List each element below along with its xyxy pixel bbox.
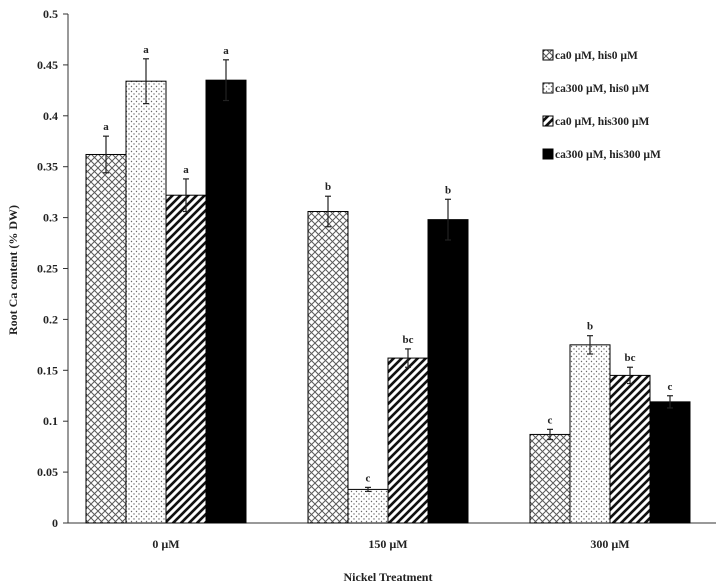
significance-label: a <box>143 44 149 56</box>
legend-label: ca0 µM, his0 µM <box>555 50 638 62</box>
y-tick-label: 0 <box>52 516 58 530</box>
significance-label: b <box>325 181 331 193</box>
legend-item: ca0 µM, his300 µM <box>542 115 650 128</box>
x-ticks: 0 µM 150 µM 300 µM <box>152 537 629 551</box>
bar <box>569 344 611 524</box>
significance-label: a <box>103 121 109 133</box>
error-bar <box>587 335 593 355</box>
significance-label: a <box>223 45 229 57</box>
y-tick-label: 0.35 <box>37 160 58 174</box>
y-axis-title: Root Ca content (% DW) <box>6 205 20 335</box>
error-bar <box>445 198 451 241</box>
significance-label: c <box>548 414 553 426</box>
error-bars <box>103 58 673 493</box>
bar <box>205 79 247 524</box>
legend-swatch <box>542 148 554 160</box>
legend-label: ca300 µM, his0 µM <box>555 83 650 95</box>
error-bar <box>365 486 371 493</box>
y-tick-label: 0.45 <box>37 58 58 72</box>
y-tick-label: 0.15 <box>37 363 58 377</box>
y-tick-label: 0.4 <box>43 109 58 123</box>
legend-swatch <box>542 49 554 61</box>
significance-label: b <box>445 184 451 196</box>
significance-label: c <box>366 472 371 484</box>
x-tick-label: 0 µM <box>152 537 179 551</box>
bar <box>125 80 167 524</box>
bar <box>347 488 389 524</box>
bar <box>165 194 207 524</box>
error-bar <box>405 348 411 368</box>
legend-item: ca300 µM, his300 µM <box>542 148 661 161</box>
bar <box>85 153 127 524</box>
error-bar <box>223 59 229 102</box>
y-tick-label: 0.2 <box>43 312 58 326</box>
y-ticks: 0 0.05 0.1 0.15 0.2 0.25 0.3 0.35 0.4 0.45 0.5 <box>37 7 68 530</box>
error-bar <box>183 178 189 213</box>
legend-item: ca0 µM, his0 µM <box>542 49 638 62</box>
legend-swatch <box>542 82 554 94</box>
error-bar <box>547 428 553 441</box>
y-tick-label: 0.05 <box>37 465 58 479</box>
legend-label: ca300 µM, his300 µM <box>555 149 661 161</box>
legend-item: ca300 µM, his0 µM <box>542 82 650 95</box>
y-tick-label: 0.25 <box>37 262 58 276</box>
bar <box>427 219 469 524</box>
error-bar <box>143 58 149 105</box>
x-tick-label: 300 µM <box>590 537 629 551</box>
error-bar <box>325 195 331 228</box>
error-bar <box>627 366 633 385</box>
y-tick-label: 0.5 <box>43 7 58 21</box>
legend-swatch <box>542 115 554 127</box>
bar <box>649 401 691 524</box>
significance-label: bc <box>403 334 414 346</box>
x-axis-title: Nickel Treatment <box>344 570 433 584</box>
bars <box>85 79 691 524</box>
significance-label: c <box>668 381 673 393</box>
significance-label: bc <box>625 352 636 364</box>
significance-label: a <box>183 164 189 176</box>
bar <box>529 433 571 524</box>
x-tick-label: 150 µM <box>368 537 407 551</box>
y-tick-label: 0.3 <box>43 211 58 225</box>
significance-label: b <box>587 321 593 333</box>
y-tick-label: 0.1 <box>43 414 58 428</box>
error-bar <box>103 135 109 174</box>
bar <box>307 210 349 524</box>
bar <box>609 374 651 524</box>
error-bar <box>667 395 673 409</box>
bar <box>387 357 429 524</box>
legend: ca0 µM, his0 µM ca300 µM, his0 µM ca0 µM, … <box>542 49 661 161</box>
legend-label: ca0 µM, his300 µM <box>555 116 650 128</box>
